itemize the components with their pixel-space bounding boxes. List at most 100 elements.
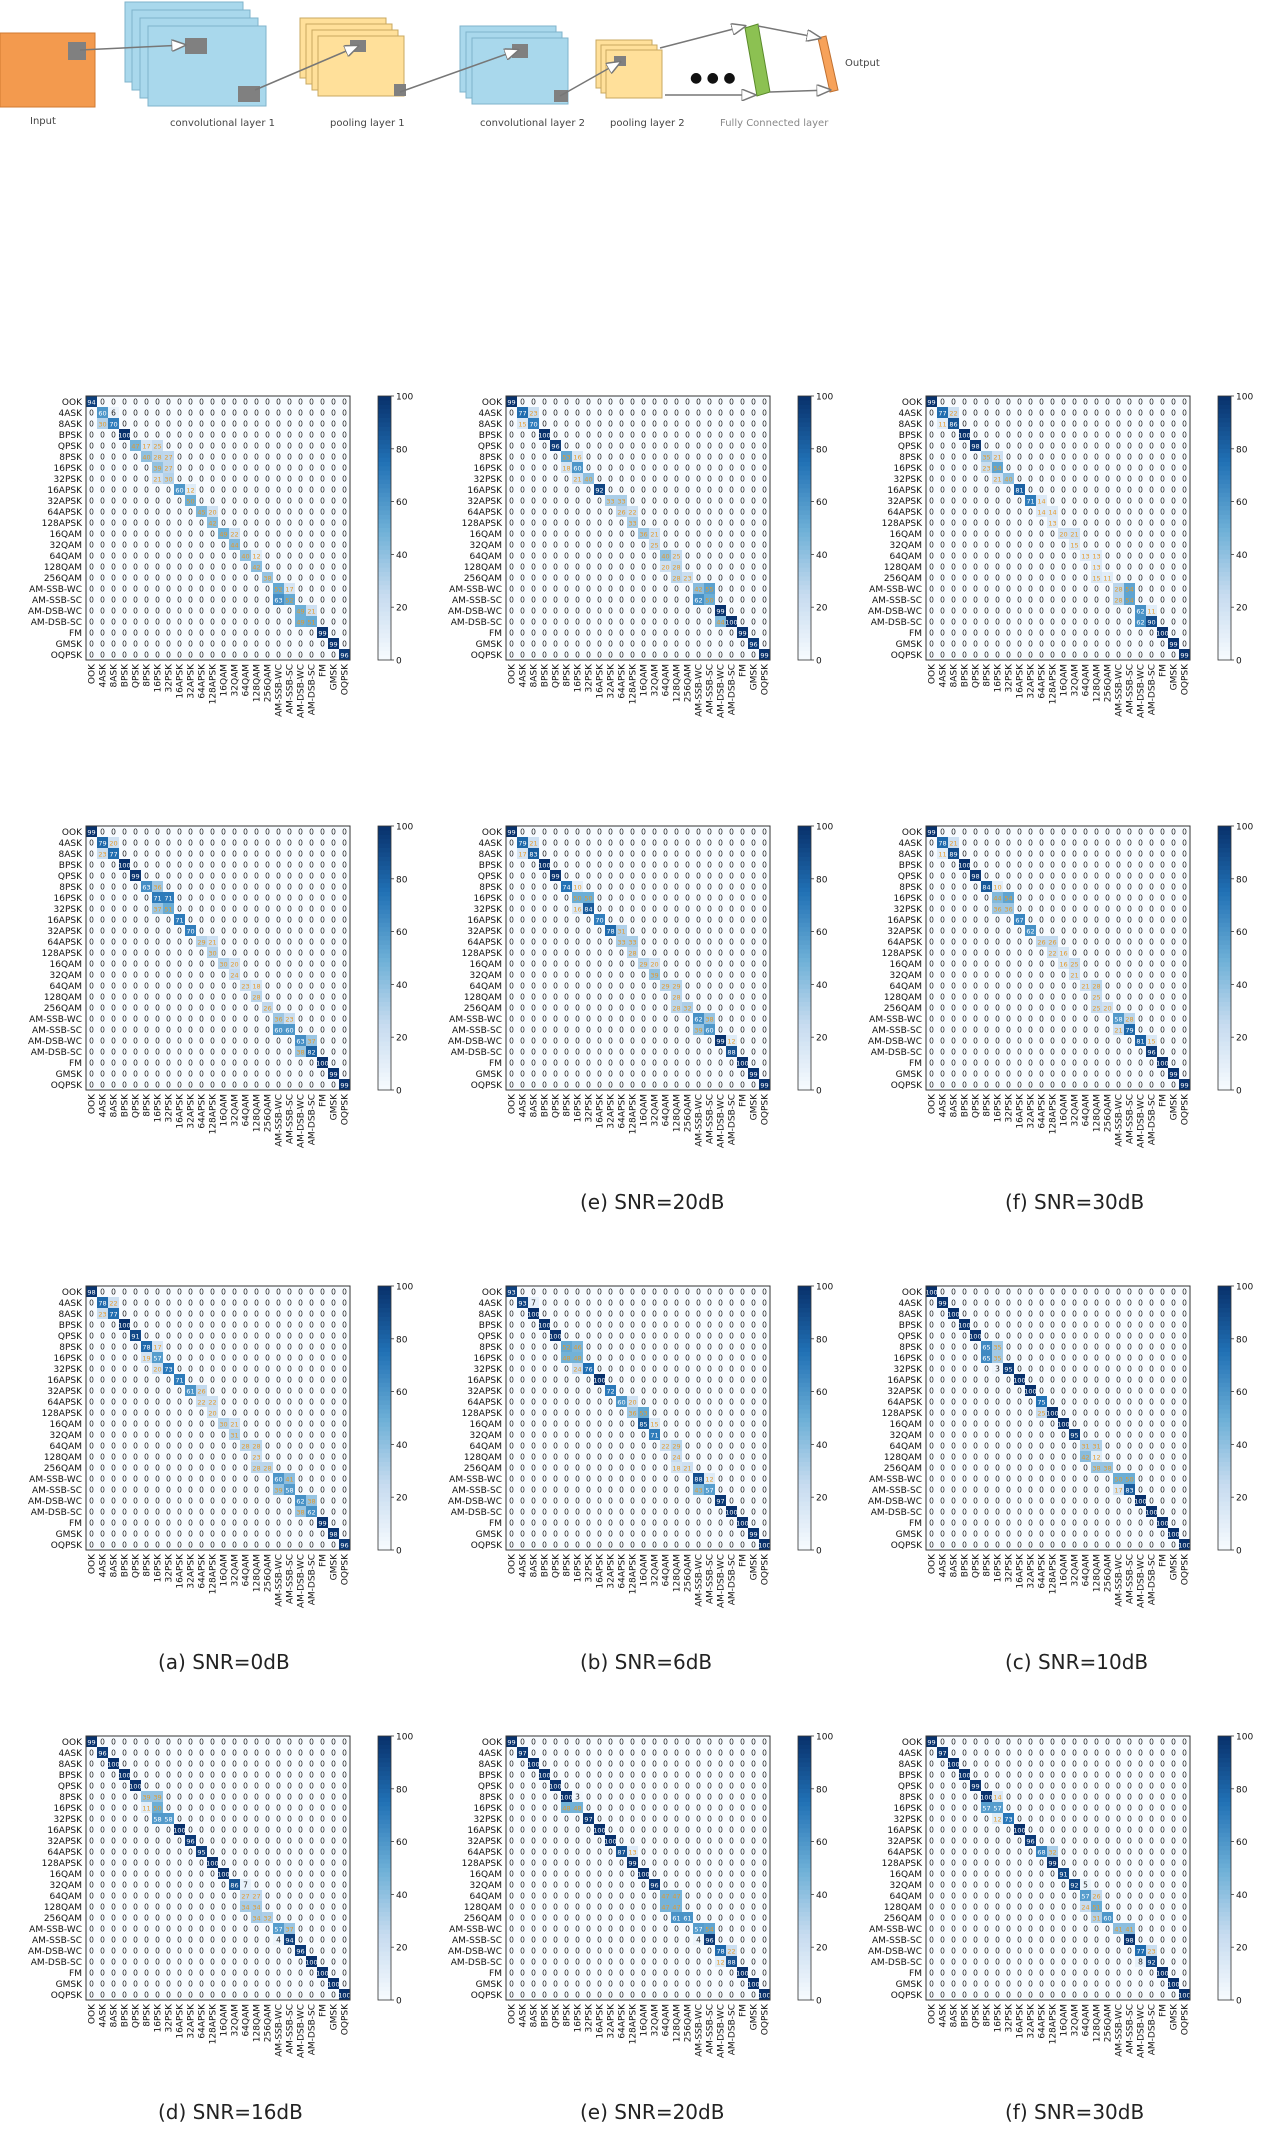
cell-value-label: 0: [1138, 596, 1143, 605]
cell-value-label: 96: [551, 443, 559, 451]
x-tick-label: OOK: [928, 663, 938, 684]
cell-value-label: 0: [342, 420, 347, 429]
cell-value-label: 0: [1138, 585, 1143, 594]
cell-value-label: 0: [122, 883, 127, 892]
cell-value-label: 0: [1094, 541, 1099, 550]
cell-value-label: 0: [254, 949, 259, 958]
y-tick-label: 16PSK: [894, 464, 924, 474]
colorbar-band: [1218, 532, 1231, 537]
colorbar-band: [378, 524, 391, 529]
cell-value-label: 0: [929, 519, 934, 528]
cell-value-label: 28: [252, 994, 260, 1002]
cell-value-label: 0: [331, 1048, 336, 1057]
cell-value-label: 0: [1105, 475, 1110, 484]
y-tick-label: 16PSK: [54, 464, 84, 474]
colorbar-band: [1218, 638, 1231, 643]
cell-value-label: 0: [1083, 464, 1088, 473]
colorbar-band: [798, 400, 811, 405]
cell-value-label: 0: [619, 574, 624, 583]
cell-value-label: 0: [166, 1004, 171, 1013]
cell-value-label: 0: [962, 552, 967, 561]
y-tick-label: 16QAM: [890, 530, 922, 540]
cell-value-label: 0: [243, 1059, 248, 1068]
cell-value-label: 0: [331, 971, 336, 980]
cell-value-label: 0: [1138, 409, 1143, 418]
cell-value-label: 0: [133, 883, 138, 892]
cell-value-label: 0: [111, 861, 116, 870]
cell-value-label: 0: [652, 409, 657, 418]
cell-value-label: 0: [133, 420, 138, 429]
cell-value-label: 0: [287, 607, 292, 616]
colorbar-band: [1218, 409, 1231, 414]
cell-value-label: 0: [973, 519, 978, 528]
cell-value-label: 0: [1127, 629, 1132, 638]
cell-value-label: 0: [1017, 453, 1022, 462]
cell-value-label: 0: [320, 519, 325, 528]
cell-value-label: 23: [285, 1016, 293, 1024]
cell-value-label: 0: [553, 431, 558, 440]
x-tick-label: 64APSK: [1038, 663, 1048, 699]
cell-value-label: 0: [89, 453, 94, 462]
cell-value-label: 0: [331, 938, 336, 947]
cell-value-label: 0: [221, 872, 226, 881]
cell-value-label: 0: [929, 541, 934, 550]
colorbar-band: [1218, 572, 1231, 577]
cell-value-label: 0: [553, 508, 558, 517]
cell-value-label: 0: [1149, 596, 1154, 605]
cell-value-label: 0: [962, 574, 967, 583]
cell-value-label: 0: [342, 960, 347, 969]
cell-value-label: 0: [1160, 464, 1165, 473]
cell-value-label: 60: [285, 1027, 293, 1035]
cell-value-label: 0: [210, 1059, 215, 1068]
cell-value-label: 0: [641, 420, 646, 429]
colorbar-band: [378, 647, 391, 652]
cell-value-label: 0: [940, 618, 945, 627]
y-tick-label: 128APSK: [882, 519, 923, 529]
cell-value-label: 0: [652, 486, 657, 495]
cell-value-label: 0: [564, 552, 569, 561]
cell-value-label: 0: [564, 420, 569, 429]
cell-value-label: 0: [630, 629, 635, 638]
cell-value-label: 0: [575, 607, 580, 616]
cell-value-label: 0: [111, 585, 116, 594]
cell-value-label: 0: [1050, 607, 1055, 616]
cell-value-label: 0: [254, 1059, 259, 1068]
cell-value-label: 0: [575, 398, 580, 407]
cell-value-label: 0: [751, 442, 756, 451]
cell-value-label: 0: [133, 409, 138, 418]
cell-value-label: 0: [1050, 442, 1055, 451]
cell-value-label: 0: [320, 420, 325, 429]
cell-value-label: 0: [995, 640, 1000, 649]
cell-value-label: 21: [650, 531, 658, 539]
cell-value-label: 0: [575, 640, 580, 649]
cell-value-label: 0: [111, 894, 116, 903]
cell-value-label: 0: [740, 596, 745, 605]
cell-value-label: 0: [100, 442, 105, 451]
cell-value-label: 0: [210, 596, 215, 605]
cell-value-label: 0: [1072, 629, 1077, 638]
colorbar-band: [1218, 603, 1231, 608]
x-tick-label: AM-DSB-SC: [728, 664, 738, 715]
cell-value-label: 0: [89, 1026, 94, 1035]
cell-value-label: 0: [1083, 508, 1088, 517]
cell-value-label: 0: [1083, 607, 1088, 616]
cell-value-label: 20: [230, 961, 238, 969]
cell-value-label: 0: [320, 607, 325, 616]
cell-value-label: 0: [995, 651, 1000, 660]
y-tick-label: 256QAM: [464, 574, 502, 584]
cell-value-label: 0: [232, 409, 237, 418]
cell-value-label: 0: [674, 640, 679, 649]
cell-value-label: 0: [177, 574, 182, 583]
colorbar-band: [378, 422, 391, 427]
cell-value-label: 0: [122, 530, 127, 539]
y-tick-label: 8ASK: [479, 420, 504, 430]
cell-value-label: 0: [542, 398, 547, 407]
cell-value-label: 0: [1017, 651, 1022, 660]
cell-value-label: 0: [1039, 552, 1044, 561]
cell-value-label: 0: [221, 442, 226, 451]
cell-value-label: 0: [320, 563, 325, 572]
cell-value-label: 0: [232, 1070, 237, 1079]
cell-value-label: 0: [553, 629, 558, 638]
cell-value-label: 0: [652, 596, 657, 605]
cell-value-label: 0: [1061, 585, 1066, 594]
